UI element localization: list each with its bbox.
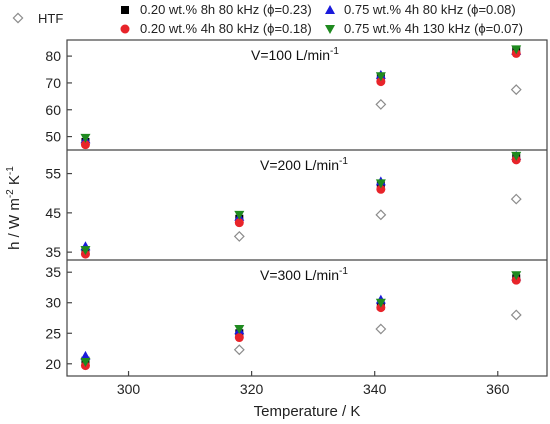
legend-entry-s4: 0.75 wt.% 4h 130 kHz (ϕ=0.07) (325, 21, 523, 36)
data-point-htf-panel-2 (510, 193, 522, 205)
legend: HTF 0.20 wt.% 8h 80 kHz (ϕ=0.23) 0.75 wt… (12, 2, 523, 36)
data-point-htf-panel-1 (375, 98, 387, 110)
y-tick-label: 60 (45, 102, 61, 118)
data-point-s3-panel-2 (234, 218, 244, 228)
data-point-s4-panel-2 (234, 210, 245, 220)
legend-label-s3: 0.20 wt.% 4h 80 kHz (ϕ=0.18) (140, 21, 312, 36)
plot-frame (66, 39, 548, 377)
data-point-htf-panel-2 (233, 230, 245, 242)
x-axis-label: Temperature / K (254, 403, 361, 420)
panel-3-annotation: V=300 L/min-1 (260, 266, 348, 283)
legend-marker-s4 (325, 25, 335, 34)
legend-marker-s2 (325, 5, 335, 14)
legend-label-s2: 0.75 wt.% 4h 80 kHz (ϕ=0.08) (344, 2, 516, 17)
data-point-s3-panel-3 (234, 333, 244, 343)
data-point-s4-panel-2 (511, 151, 522, 161)
data-point-htf-panel-3 (375, 323, 387, 335)
data-point-s4-panel-3 (80, 357, 91, 367)
data-point-s4-panel-1 (375, 72, 386, 82)
data-point-htf-panel-2 (375, 209, 387, 221)
data-point-s4-panel-3 (375, 298, 386, 308)
y-tick-label: 30 (45, 295, 61, 311)
legend-entry-s3: 0.20 wt.% 4h 80 kHz (ϕ=0.18) (120, 21, 312, 36)
data-point-s2-panel-3 (80, 350, 91, 360)
data-point-s4-panel-2 (80, 246, 91, 256)
y-tick-label: 25 (45, 325, 61, 341)
data-point-s4-panel-1 (80, 133, 91, 143)
legend-entry-htf: HTF (12, 11, 63, 26)
data-point-s4-panel-2 (375, 179, 386, 189)
data-point-s3-panel-1 (376, 77, 386, 87)
axis-ticks: 300 320 340 360 50 60 70 80 35 45 55 20 25 30 35 (45, 48, 509, 397)
data-point-htf-panel-1 (510, 84, 522, 96)
data-point-htf-panel-3 (510, 309, 522, 321)
legend-marker-s3 (120, 24, 130, 34)
y-tick-label: 50 (45, 129, 61, 145)
data-point-htf-panel-3 (233, 344, 245, 356)
legend-entry-s1: 0.20 wt.% 8h 80 kHz (ϕ=0.23) (121, 2, 312, 17)
y-tick-label: 35 (45, 244, 61, 260)
data-point-s4-panel-1 (511, 45, 522, 55)
y-tick-label: 35 (45, 264, 61, 280)
x-tick-label: 340 (363, 381, 387, 397)
legend-entry-s2: 0.75 wt.% 4h 80 kHz (ϕ=0.08) (325, 2, 516, 17)
data-point-s3-panel-2 (376, 184, 386, 194)
x-tick-label: 360 (486, 381, 510, 397)
legend-label-htf: HTF (38, 11, 63, 26)
panel-2-annotation: V=200 L/min-1 (260, 156, 348, 173)
y-tick-label: 45 (45, 205, 61, 221)
panel-1-annotation: V=100 L/min-1 (251, 46, 339, 63)
y-tick-label: 20 (45, 356, 61, 372)
x-tick-label: 320 (240, 381, 264, 397)
data-point-s4-panel-3 (234, 324, 245, 334)
legend-label-s1: 0.20 wt.% 8h 80 kHz (ϕ=0.23) (140, 2, 312, 17)
legend-label-s4: 0.75 wt.% 4h 130 kHz (ϕ=0.07) (344, 21, 523, 36)
data-marks (80, 45, 522, 371)
y-tick-label: 55 (45, 166, 61, 182)
legend-marker-htf (12, 12, 24, 24)
y-tick-label: 70 (45, 75, 61, 91)
x-tick-label: 300 (117, 381, 141, 397)
data-point-s3-panel-1 (80, 140, 90, 150)
legend-marker-s1 (121, 6, 129, 14)
data-point-s4-panel-3 (511, 271, 522, 281)
y-axis-label: h / W m-2 K-1 (5, 166, 23, 250)
y-tick-label: 80 (45, 48, 61, 64)
